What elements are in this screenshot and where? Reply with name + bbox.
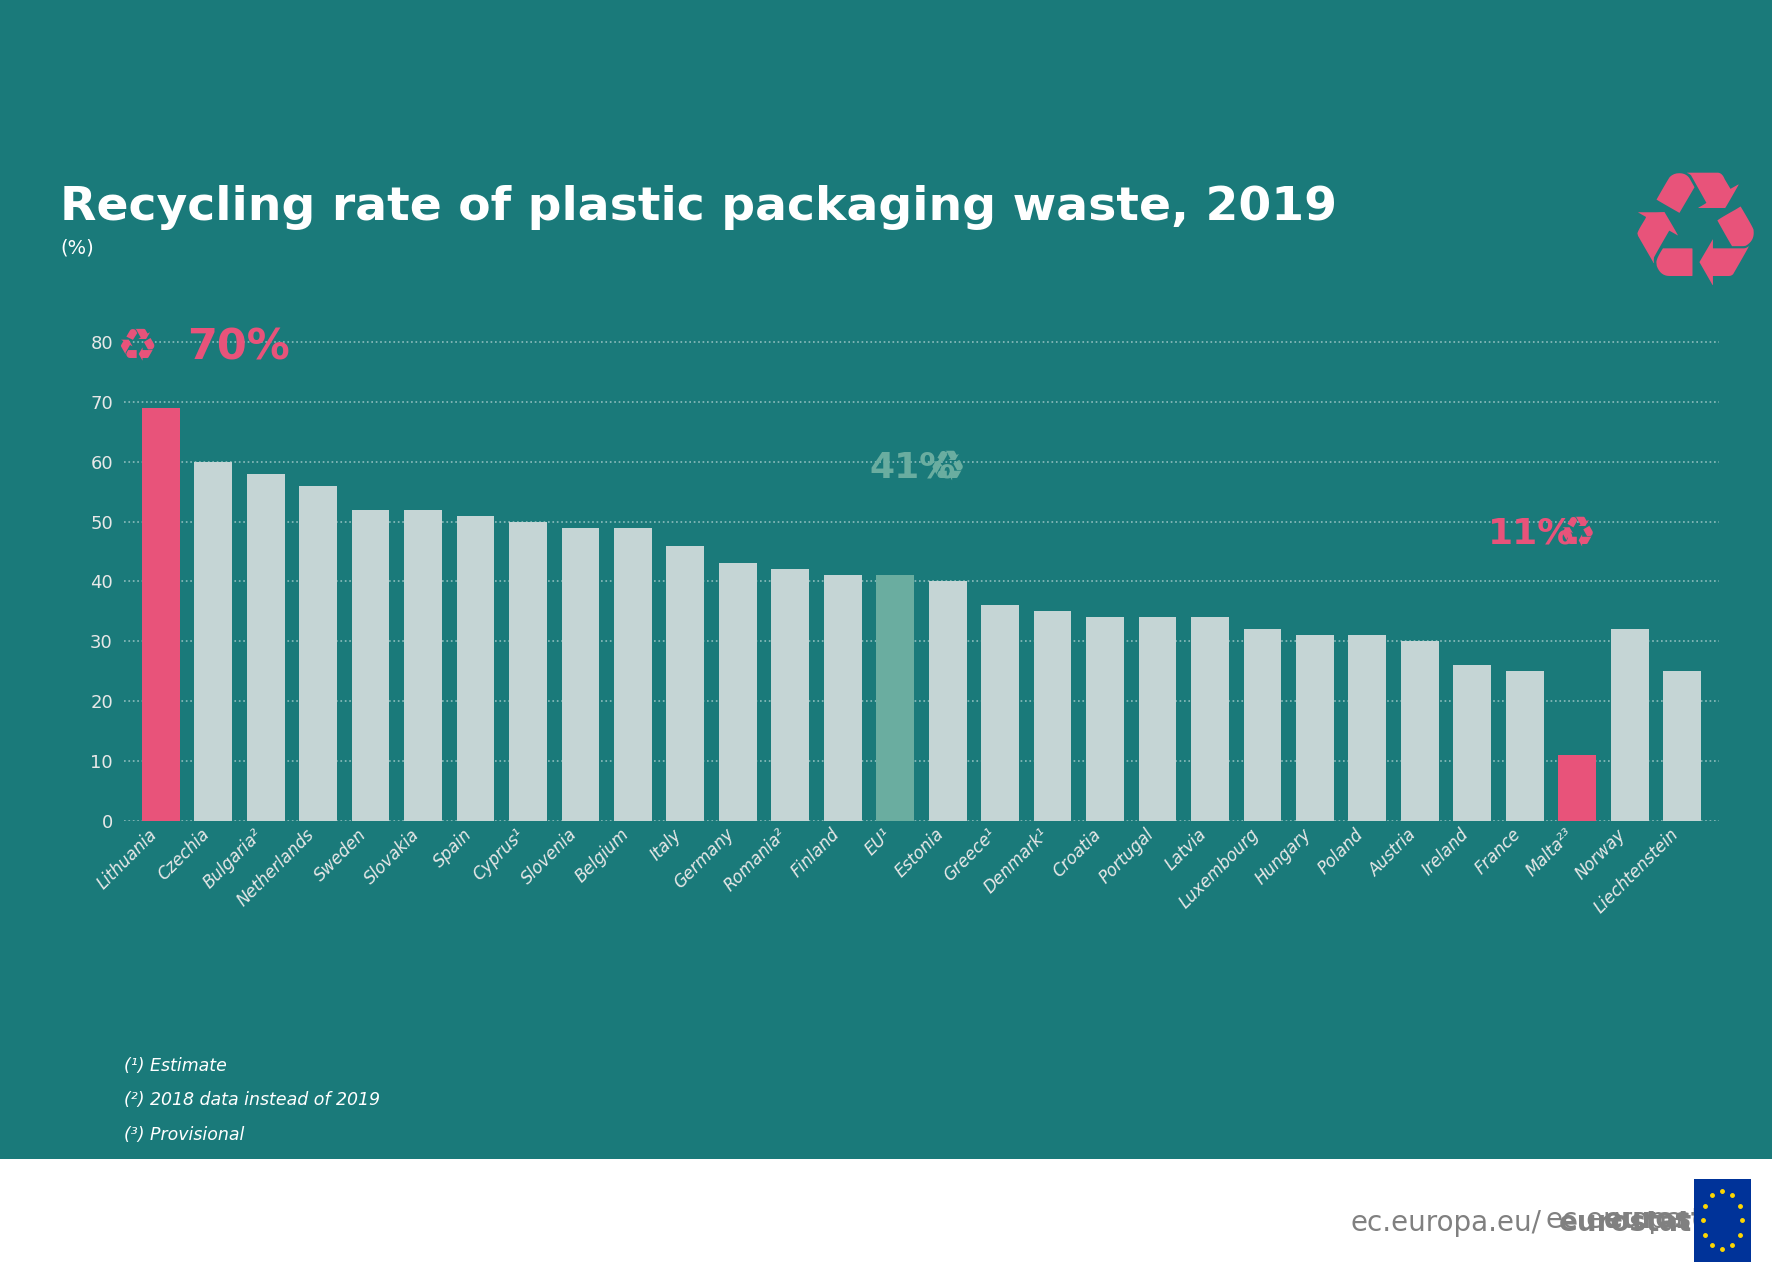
Bar [351,510,390,821]
Bar [404,510,441,821]
Bar [1664,671,1701,821]
Bar [1611,629,1648,821]
Text: (³) Provisional: (³) Provisional [124,1126,245,1144]
Bar [771,570,810,821]
Bar [1402,642,1439,821]
Text: (²) 2018 data instead of 2019: (²) 2018 data instead of 2019 [124,1091,379,1109]
Bar [1139,617,1177,821]
Text: (¹) Estimate: (¹) Estimate [124,1057,227,1075]
Text: ec.europa.eu/: ec.europa.eu/ [1545,1207,1737,1234]
Text: ♻: ♻ [1623,163,1767,318]
Bar [1506,671,1543,821]
Bar [1244,629,1281,821]
Text: ♻: ♻ [1559,512,1597,555]
Bar [824,575,861,821]
Bar [562,528,599,821]
Text: 11%: 11% [1488,516,1574,551]
Bar [1191,617,1228,821]
Bar [1295,635,1334,821]
Bar [1348,635,1386,821]
Bar [615,528,652,821]
Text: ♻: ♻ [117,325,158,370]
Bar [1453,665,1492,821]
Bar [246,474,285,821]
Bar [195,461,232,821]
Bar [666,546,703,821]
Text: ec.europa.eu/: ec.europa.eu/ [1350,1209,1542,1237]
Text: eurostat: eurostat [1559,1209,1692,1237]
Text: ♻: ♻ [929,447,966,488]
Text: Recycling rate of plastic packaging waste, 2019: Recycling rate of plastic packaging wast… [60,184,1338,229]
Bar [1033,611,1072,821]
Bar [877,575,914,821]
Bar [509,521,548,821]
Text: (%): (%) [60,238,94,257]
Bar [719,564,757,821]
Bar [929,582,966,821]
Bar [299,485,337,821]
Bar [457,515,494,821]
Bar [1086,617,1123,821]
Bar [982,606,1019,821]
Bar [142,407,179,821]
Text: 41%: 41% [868,451,955,484]
Bar [1558,756,1597,821]
Text: 70%: 70% [188,327,291,369]
Text: eurostat: eurostat [1604,1207,1737,1234]
